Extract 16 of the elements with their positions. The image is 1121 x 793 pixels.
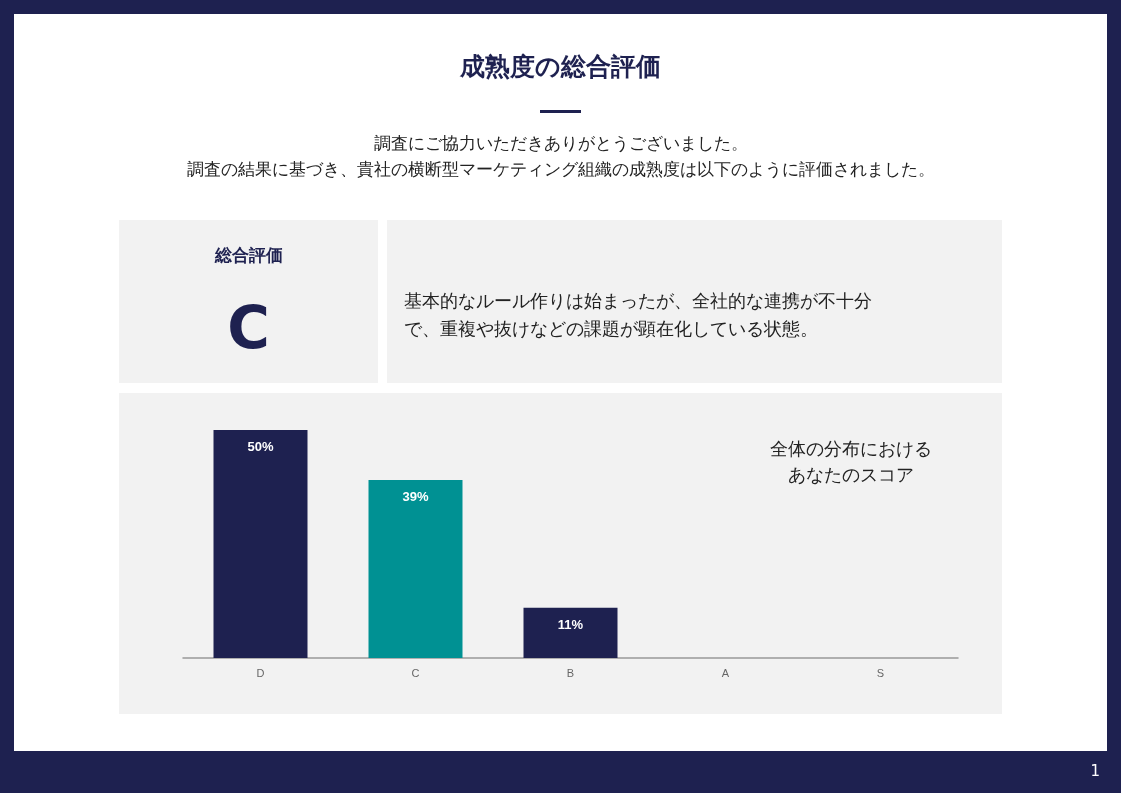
- annotation: 全体の分布におけるあなたのスコア: [769, 437, 933, 487]
- chart-subtitle: 調査にご協力いただきありがとうございました。: [372, 132, 749, 155]
- x-tick-label: D: [256, 666, 265, 679]
- text: 1: [1089, 762, 1100, 780]
- data-label: 39%: [402, 489, 429, 505]
- data-label: 50%: [247, 438, 274, 454]
- text: C: [226, 294, 271, 362]
- x-tick-label: A: [721, 666, 730, 679]
- text: 基本的なルール作りは始まったが、全社的な連携が不十分で、重複や抜けなどの課題が顕在化している状態。: [404, 289, 873, 341]
- data-label: 11%: [557, 616, 584, 632]
- x-tick-label: C: [411, 666, 420, 679]
- text: 調査の結果に基づき、貴社の横断型マーケティング組織の成熟度は以下のように評価されました。: [185, 158, 936, 181]
- x-tick-label: S: [876, 666, 885, 679]
- x-tick-label: B: [566, 666, 575, 679]
- chart-title: 成熟度の総合評価: [458, 51, 662, 83]
- text: 総合評価: [213, 244, 284, 267]
